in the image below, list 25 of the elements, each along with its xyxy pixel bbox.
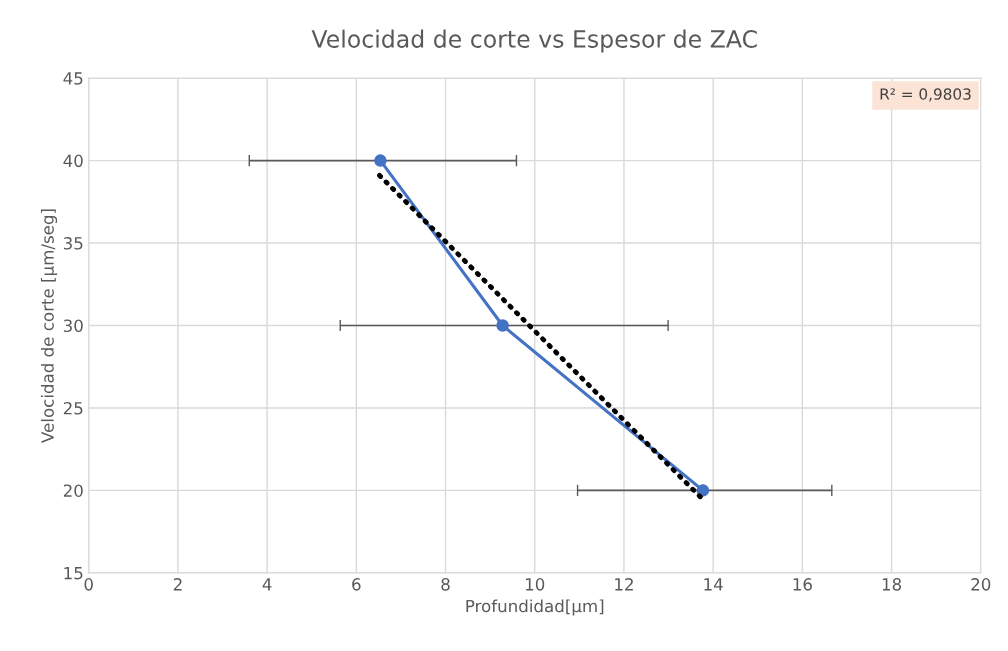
y-tick-label: 45 — [63, 72, 83, 85]
chart-title: Velocidad de corte vs Espesor de ZAC — [311, 29, 757, 53]
y-axis-title: Velocidad de corte [µm/seg] — [40, 209, 58, 443]
y-tick-label: 40 — [63, 154, 83, 168]
y-tick-label: 20 — [63, 484, 83, 497]
x-tick-label: 12 — [615, 578, 633, 591]
point — [696, 484, 710, 497]
x-tick-label: 18 — [882, 578, 902, 591]
point — [374, 154, 387, 167]
x-tick-label: 6 — [352, 578, 361, 591]
x-tick-label: 20 — [971, 578, 991, 591]
x-tick-label: 4 — [262, 578, 272, 591]
y-tick-label: 15 — [64, 567, 83, 580]
x-tick-label: 0 — [84, 578, 93, 591]
x-tick-label: 8 — [441, 578, 450, 591]
x-tick-label: 2 — [173, 578, 182, 591]
y-tick-label: 25 — [63, 401, 83, 415]
x-tick-label: 16 — [793, 578, 812, 591]
y-tick-label: 35 — [63, 237, 83, 250]
x-tick-label: 14 — [704, 578, 723, 591]
x-tick-label: 10 — [525, 578, 545, 591]
annotation: R² = 0,9803 — [880, 88, 971, 102]
x-axis-title: Profundidad[µm] — [466, 599, 604, 616]
y-tick-label: 30 — [63, 319, 83, 333]
point — [496, 319, 509, 332]
